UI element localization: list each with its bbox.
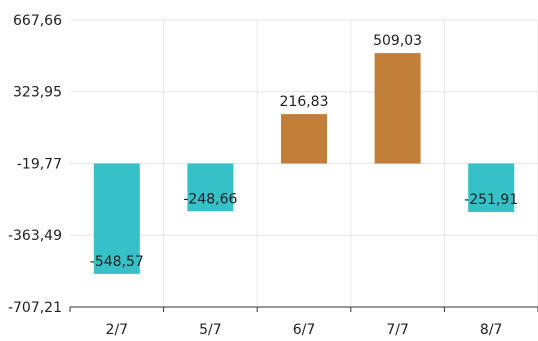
- chart-grid: [70, 19, 538, 307]
- y-tick-label: 323,95: [13, 85, 62, 101]
- x-axis-tick-labels: 2/7 5/7 6/7 7/7 8/7: [69, 307, 538, 338]
- y-tick-label: -19,77: [17, 156, 62, 172]
- bar-2-7: [93, 163, 140, 274]
- bar-6-7: [281, 114, 327, 164]
- bar-5-7: [187, 163, 234, 212]
- x-tick-label: 2/7: [106, 322, 129, 338]
- y-tick-label: -363,49: [8, 228, 62, 244]
- chart-bars: [93, 53, 515, 274]
- bar-value-label: 216,83: [280, 94, 329, 110]
- x-tick-label: 6/7: [293, 322, 316, 338]
- bar-value-label: -548,57: [90, 254, 144, 270]
- x-tick-label: 5/7: [199, 322, 222, 338]
- bar-value-label: -248,66: [183, 191, 237, 207]
- y-tick-label: 667,66: [13, 13, 62, 29]
- bar-value-label: -251,91: [464, 192, 518, 208]
- bar-value-label: 509,03: [373, 33, 422, 49]
- y-axis-tick-labels: -707,21 -363,49 -19,77 323,95 667,66: [8, 13, 62, 316]
- bar-8-7: [468, 163, 515, 212]
- x-tick-label: 7/7: [386, 322, 409, 338]
- y-tick-label: -707,21: [8, 300, 62, 316]
- x-tick-label: 8/7: [480, 322, 503, 338]
- bar-7-7: [374, 53, 421, 164]
- bar-value-labels: -548,57 -248,66 216,83 509,03 -251,91: [90, 33, 518, 270]
